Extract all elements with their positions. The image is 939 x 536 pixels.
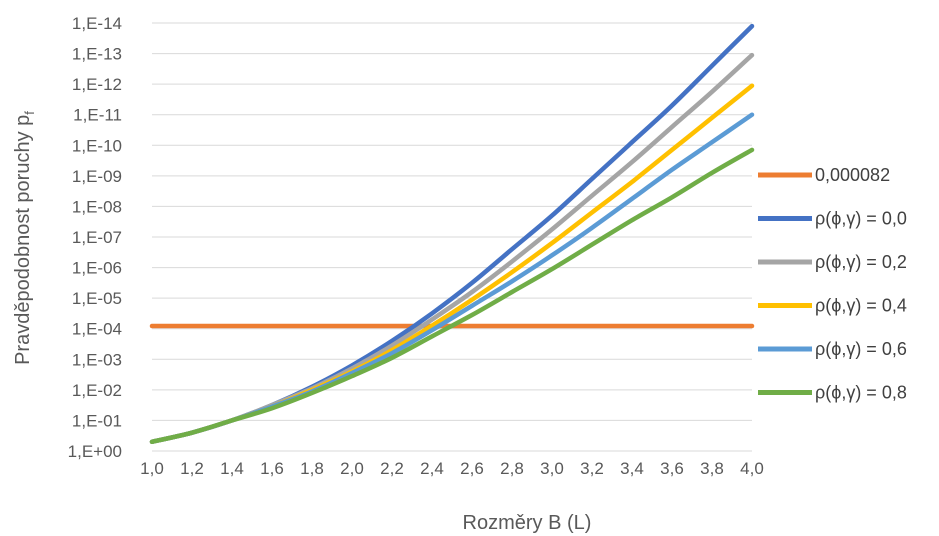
x-tick-label: 3,0 (540, 459, 564, 478)
series-line-1 (149, 23, 755, 445)
legend-label: ρ(ϕ,γ) = 0,4 (815, 296, 907, 316)
y-tick-label: 1,E-14 (72, 14, 122, 33)
legend: 0,000082 ρ(ϕ,γ) = 0,0 ρ(ϕ,γ) = 0,2 ρ(ϕ,γ) =… (758, 165, 907, 403)
legend-label: 0,000082 (815, 165, 890, 185)
x-tick-label: 1,4 (220, 459, 244, 478)
y-axis-title: Pravděpodobnost poruchy pf (12, 111, 37, 365)
x-tick-label: 2,2 (380, 459, 404, 478)
y-tick-label: 1,E-13 (72, 45, 122, 64)
y-tick-label: 1,E-02 (72, 381, 122, 400)
y-tick-label: 1,E-04 (72, 320, 122, 339)
x-tick-label: 3,6 (660, 459, 684, 478)
y-tick-label: 1,E-05 (72, 289, 122, 308)
x-tick-label: 1,8 (300, 459, 324, 478)
x-tick-label: 3,2 (580, 459, 604, 478)
x-tick-label: 2,0 (340, 459, 364, 478)
y-tick-label: 1,E-06 (72, 259, 122, 278)
x-tick-label: 2,6 (460, 459, 484, 478)
x-tick-label: 4,0 (740, 459, 764, 478)
x-tick-label: 2,4 (420, 459, 444, 478)
y-axis-ticks: 1,E+00 1,E-01 1,E-02 1,E-03 1,E-04 1,E-05 1,E-… (68, 14, 122, 461)
series-line-3 (149, 83, 755, 445)
y-tick-label: 1,E-11 (73, 106, 122, 125)
y-tick-label: 1,E-07 (72, 228, 122, 247)
y-tick-label: 1,E-03 (72, 350, 122, 369)
x-tick-label: 1,0 (140, 459, 164, 478)
x-tick-label: 3,8 (700, 459, 724, 478)
legend-label: ρ(ϕ,γ) = 0,8 (815, 383, 907, 403)
x-tick-label: 1,6 (260, 459, 284, 478)
legend-label: ρ(ϕ,γ) = 0,0 (815, 209, 907, 229)
series-line-4 (149, 112, 755, 445)
x-tick-label: 2,8 (500, 459, 524, 478)
x-tick-label: 1,2 (180, 459, 204, 478)
series-line-5 (149, 147, 755, 445)
legend-label: ρ(ϕ,γ) = 0,6 (815, 339, 907, 359)
y-axis-title-main: Pravděpodobnost poruchy p (12, 115, 34, 365)
y-tick-label: 1,E-08 (72, 197, 122, 216)
y-tick-label: 1,E-09 (72, 167, 122, 186)
x-axis-ticks: 1,0 1,2 1,4 1,6 1,8 2,0 2,2 2,4 2,6 2,8 3,0 3,2 3,4 3… (140, 459, 764, 478)
legend-label: ρ(ϕ,γ) = 0,2 (815, 252, 907, 272)
y-tick-label: 1,E-01 (72, 411, 122, 430)
y-tick-label: 1,E-12 (72, 75, 122, 94)
x-axis-title: Rozměry B (L) (463, 512, 592, 534)
x-tick-label: 3,4 (620, 459, 644, 478)
y-tick-label: 1,E-10 (72, 136, 122, 155)
series-lines (149, 23, 755, 445)
gridlines (152, 22, 752, 452)
y-axis-title-subscript: f (22, 111, 37, 115)
y-tick-label: 1,E+00 (68, 442, 122, 461)
